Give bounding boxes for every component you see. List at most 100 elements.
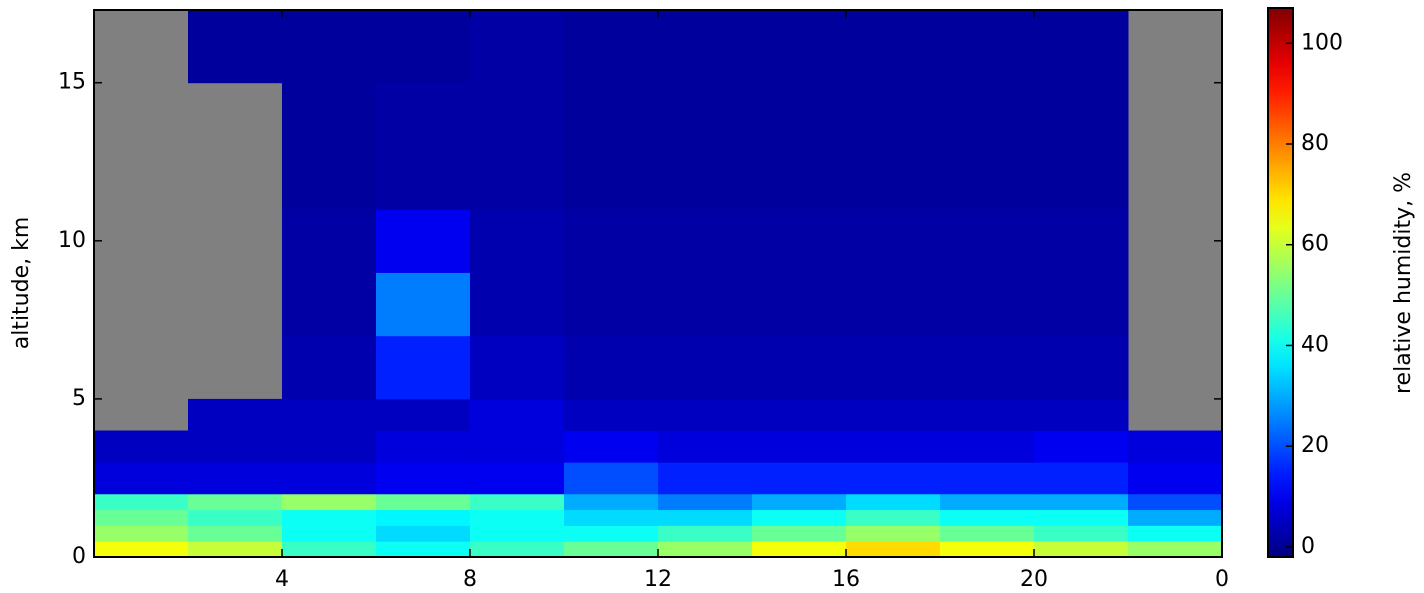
heatmap-cell (940, 462, 1035, 495)
heatmap-cell (564, 541, 659, 558)
heatmap-cell (282, 493, 377, 511)
heatmap-cell (564, 209, 659, 273)
heatmap-cell (940, 145, 1035, 210)
heatmap-cell (658, 509, 753, 526)
heatmap-cell (752, 398, 847, 432)
heatmap-cell (1034, 10, 1129, 84)
heatmap-cell (470, 10, 565, 84)
heatmap-cell (1128, 541, 1223, 558)
heatmap-cell (940, 493, 1035, 511)
heatmap-cell (564, 430, 659, 463)
heatmap-cell (940, 82, 1035, 147)
heatmap-cell (282, 525, 377, 542)
heatmap-cell (282, 10, 377, 84)
heatmap-cell (1034, 541, 1129, 558)
heatmap-cell (188, 525, 283, 542)
heatmap-cell (658, 335, 753, 400)
heatmap-cell (282, 509, 377, 526)
x-tick-label: 0 (1215, 567, 1229, 592)
colorbar-tick-label: 80 (1301, 131, 1329, 156)
heatmap-cell (282, 462, 377, 495)
heatmap-cell (376, 398, 471, 432)
heatmap-cell (376, 10, 471, 84)
heatmap-cell (470, 335, 565, 400)
x-tick-label: 8 (463, 567, 477, 592)
heatmap-cell (658, 82, 753, 147)
heatmap-cell (564, 493, 659, 511)
heatmap-cell (752, 145, 847, 210)
heatmap-cell (846, 335, 941, 400)
heatmap-cell (846, 493, 941, 511)
heatmap-cell (282, 335, 377, 400)
heatmap-cell (1128, 509, 1223, 526)
heatmap-cell (752, 209, 847, 273)
heatmap-cell (846, 272, 941, 337)
heatmap-cell (846, 82, 941, 147)
x-tick-label: 20 (1020, 567, 1048, 592)
heatmap-cell (1034, 462, 1129, 495)
heatmap-cell (376, 335, 471, 400)
heatmap-cell (940, 209, 1035, 273)
heatmap-cell (846, 209, 941, 273)
heatmap-cell (376, 82, 471, 147)
heatmap-cell (470, 541, 565, 558)
colorbar (1267, 7, 1294, 558)
heatmap-cell (94, 525, 189, 542)
heatmap-cell (846, 398, 941, 432)
heatmap-cell (846, 509, 941, 526)
heatmap-cell (376, 525, 471, 542)
heatmap-cell (1034, 82, 1129, 147)
heatmap-cell (752, 462, 847, 495)
heatmap-cell (658, 272, 753, 337)
heatmap-cell (846, 10, 941, 84)
colorbar-label: relative humidity, % (1391, 172, 1416, 394)
heatmap-cell (564, 525, 659, 542)
heatmap-cell (282, 82, 377, 147)
colorbar-tick-label: 20 (1301, 433, 1329, 458)
heatmap-cell (1034, 209, 1129, 273)
heatmap-cell (376, 541, 471, 558)
heatmap-cell (940, 525, 1035, 542)
heatmap-cell (470, 430, 565, 463)
heatmap-cell (470, 509, 565, 526)
heatmap-cell (94, 493, 189, 511)
heatmap-cell (188, 398, 283, 432)
heatmap-cell (658, 462, 753, 495)
heatmap-cell (940, 335, 1035, 400)
heatmap-cell (1034, 335, 1129, 400)
heatmap-cell (376, 509, 471, 526)
colorbar-tick-label: 60 (1301, 232, 1329, 257)
heatmap-cell (470, 493, 565, 511)
heatmap-cell (564, 462, 659, 495)
heatmap-cell (940, 10, 1035, 84)
heatmap-cell (564, 82, 659, 147)
heatmap-cell (846, 541, 941, 558)
heatmap-cell (188, 509, 283, 526)
heatmap-cell (1034, 272, 1129, 337)
y-tick-label: 15 (58, 70, 86, 95)
heatmap-cell (1034, 430, 1129, 463)
heatmap-cell (658, 493, 753, 511)
heatmap-cell (846, 525, 941, 542)
heatmap-cell (470, 145, 565, 210)
heatmap-cell (282, 430, 377, 463)
heatmap-cell (752, 335, 847, 400)
heatmap-cell (376, 209, 471, 273)
heatmap-cell (470, 82, 565, 147)
heatmap-cell (94, 509, 189, 526)
colorbar-tick-label: 100 (1301, 30, 1343, 55)
colorbar-tick-label: 0 (1301, 534, 1315, 559)
heatmap-cell (752, 10, 847, 84)
heatmap-cell (940, 398, 1035, 432)
heatmap-cell (1128, 525, 1223, 542)
heatmap-cell (470, 462, 565, 495)
heatmap-cell (376, 145, 471, 210)
heatmap-cell (752, 541, 847, 558)
heatmap-cell (188, 493, 283, 511)
heatmap-cell (1034, 525, 1129, 542)
heatmap-cell (376, 430, 471, 463)
heatmap-cell (282, 272, 377, 337)
heatmap-cell (470, 398, 565, 432)
heatmap-cell (940, 272, 1035, 337)
